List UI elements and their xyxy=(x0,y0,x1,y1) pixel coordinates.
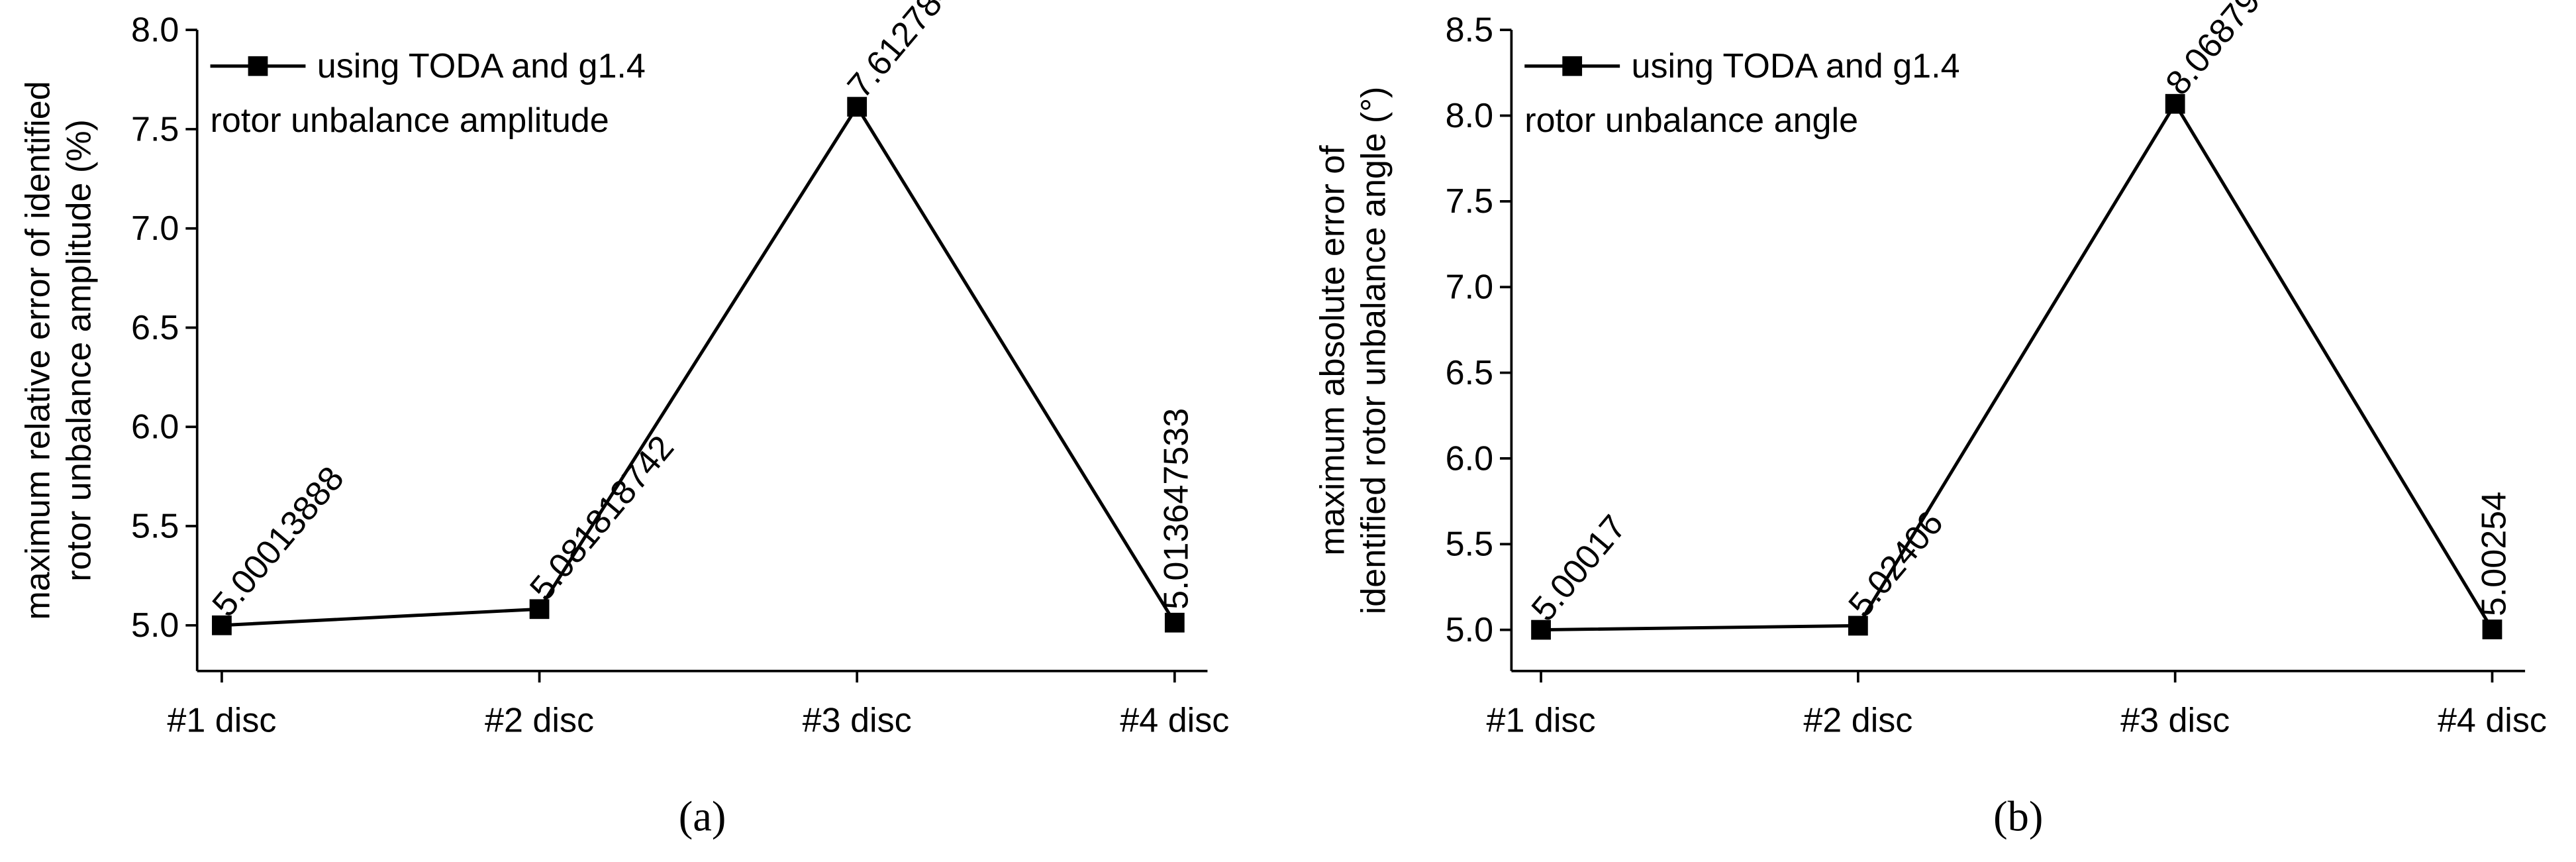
x-tick-label: #1 disc xyxy=(1487,701,1596,739)
y-tick-label: 5.0 xyxy=(131,606,179,645)
marker xyxy=(212,615,232,635)
marker xyxy=(529,599,550,620)
y-axis-label: identified rotor unbalance angle (°) xyxy=(1354,87,1393,615)
y-tick-label: 8.5 xyxy=(1446,11,1493,50)
y-axis-label: rotor unbalance amplitude (%) xyxy=(60,119,98,582)
marker xyxy=(2165,93,2185,114)
y-tick-label: 5.0 xyxy=(1446,611,1493,649)
y-tick-label: 5.5 xyxy=(1446,525,1493,564)
caption: (b) xyxy=(1993,792,2043,839)
x-tick-label: #4 disc xyxy=(2438,701,2547,739)
y-tick-label: 7.5 xyxy=(1446,182,1493,221)
y-tick-label: 8.0 xyxy=(131,11,179,50)
series-line xyxy=(1541,100,2494,632)
data-label: 5.00013888 xyxy=(205,460,352,624)
y-tick-label: 6.0 xyxy=(131,408,179,447)
y-tick-label: 6.0 xyxy=(1446,439,1493,478)
data-label: 7.612784397 xyxy=(840,0,999,105)
annotation: rotor unbalance angle xyxy=(1524,101,1858,140)
y-axis-label: maximum relative error of identified xyxy=(19,81,57,620)
data-label: 5.00254 xyxy=(2475,492,2513,616)
y-tick-label: 5.5 xyxy=(131,507,179,545)
data-label: 5.013647533 xyxy=(1158,408,1196,610)
y-tick-label: 6.5 xyxy=(131,309,179,347)
annotation: rotor unbalance amplitude xyxy=(211,101,609,140)
caption: (a) xyxy=(679,792,726,839)
legend-marker xyxy=(1562,56,1583,76)
data-label: 5.081818742 xyxy=(522,429,681,608)
legend-label: using TODA and g1.4 xyxy=(1632,47,1960,85)
legend-label: using TODA and g1.4 xyxy=(317,47,646,85)
x-tick-label: #4 disc xyxy=(1120,701,1229,739)
series-line xyxy=(221,103,1176,627)
y-tick-label: 7.0 xyxy=(131,209,179,248)
x-tick-label: #2 disc xyxy=(1803,701,1912,739)
marker xyxy=(2482,620,2502,639)
x-tick-label: #3 disc xyxy=(2120,701,2230,739)
y-axis-label: maximum absolute error of xyxy=(1313,145,1352,556)
y-tick-label: 7.5 xyxy=(131,110,179,148)
y-tick-label: 6.5 xyxy=(1446,354,1493,392)
y-tick-label: 7.0 xyxy=(1446,268,1493,307)
y-tick-label: 8.0 xyxy=(1446,97,1493,135)
marker xyxy=(1164,612,1185,633)
x-tick-label: #3 disc xyxy=(803,701,912,739)
data-label: 8.06879 xyxy=(2158,0,2267,103)
marker xyxy=(1531,620,1551,640)
marker xyxy=(1848,616,1868,636)
data-label: 5.02406 xyxy=(1842,504,1951,624)
legend-marker xyxy=(248,56,268,76)
x-tick-label: #2 disc xyxy=(485,701,594,739)
marker xyxy=(847,97,867,117)
x-tick-label: #1 disc xyxy=(167,701,276,739)
data-label: 5.00017 xyxy=(1524,508,1634,628)
